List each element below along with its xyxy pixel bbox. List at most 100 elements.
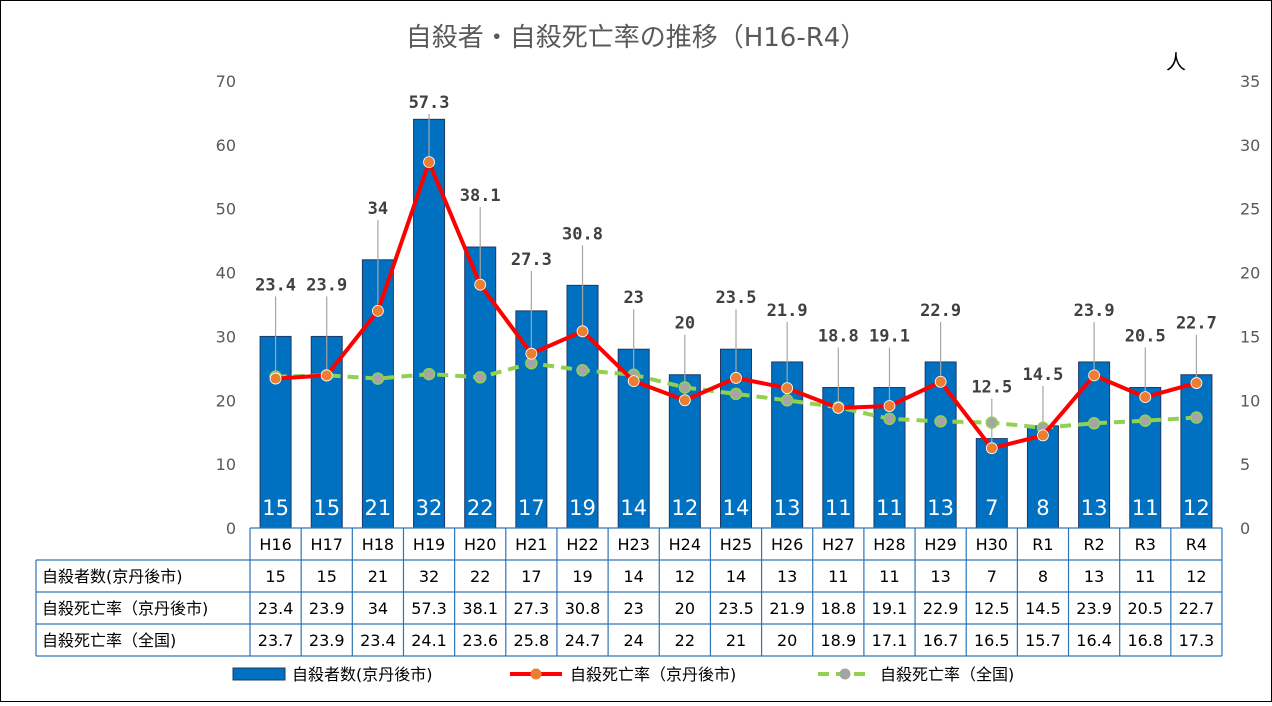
table-cell: 7 (987, 567, 997, 586)
bar-value-label: 22 (467, 496, 494, 520)
table-cell: 30.8 (565, 599, 601, 618)
national-rate-point (883, 412, 896, 426)
right-tick-label: 35 (1240, 72, 1260, 91)
right-axis-unit: 人 (1166, 50, 1186, 74)
bar-value-label: 14 (723, 496, 750, 520)
city-rate-point (269, 372, 282, 385)
left-axis: 0 10 20 30 40 50 60 70 (216, 72, 236, 538)
legend: 自殺者数(京丹後市) 自殺死亡率（京丹後市) 自殺死亡率（全国) (232, 665, 1014, 684)
table-cell: 23.7 (258, 631, 294, 650)
right-tick-label: 30 (1240, 136, 1260, 155)
category-label: H29 (924, 535, 956, 554)
rate-data-label: 14.5 (1022, 365, 1063, 385)
table-cell: 16.4 (1076, 631, 1112, 650)
national-rate-point (1139, 414, 1152, 427)
category-label: H26 (771, 535, 803, 554)
national-rate-point (729, 387, 743, 401)
table-cell: 23.4 (258, 599, 294, 618)
category-label: H20 (464, 535, 496, 554)
bar-value-label: 21 (365, 496, 392, 520)
table-cell: 22.7 (1179, 599, 1215, 618)
left-tick-label: 0 (226, 519, 236, 538)
city-rate-series (269, 156, 1203, 455)
national-rate-point (576, 364, 589, 377)
national-rate-point (934, 415, 947, 428)
bar-value-label: 19 (569, 496, 596, 520)
data-labels: 23.4 23.9 34 57.3 38.1 27.3 30.8 23 20 23.5 21.9 18… (255, 93, 1217, 398)
label-leader-lines (274, 114, 1198, 449)
right-tick-label: 25 (1240, 200, 1260, 219)
table-cell: 20.5 (1127, 599, 1163, 618)
table-cell: 24.1 (411, 631, 447, 650)
category-label: H27 (822, 535, 854, 554)
national-rate-point (985, 416, 999, 429)
left-tick-label: 10 (216, 455, 236, 474)
city-rate-point (781, 382, 794, 395)
right-tick-label: 0 (1240, 519, 1250, 538)
table-cell: 24.7 (565, 631, 601, 650)
national-rate-point (473, 371, 487, 384)
chart-title: 自殺者・自殺死亡率の推移（H16-R4） (406, 23, 867, 53)
category-label: R2 (1083, 535, 1104, 554)
legend-label: 自殺者数(京丹後市) (292, 665, 433, 684)
city-rate-point (883, 400, 896, 412)
bar-value-label: 13 (927, 496, 954, 520)
rate-data-label: 34 (368, 199, 388, 219)
table-cell: 23.4 (360, 631, 396, 650)
legend-label: 自殺死亡率（京丹後市) (570, 665, 736, 684)
legend-label: 自殺死亡率（全国) (880, 665, 1014, 684)
table-cell: 17.1 (872, 631, 908, 650)
national-rate-point (1087, 417, 1101, 430)
bar (1129, 387, 1162, 529)
city-rate-point (678, 394, 691, 407)
table-cell: 14 (624, 567, 644, 586)
city-rate-point (730, 372, 742, 384)
table-cell: 14.5 (1025, 599, 1061, 618)
category-label: R1 (1032, 535, 1053, 554)
national-rate-point (780, 394, 794, 407)
table-cell: 24 (624, 631, 644, 650)
table-cell: 11 (879, 567, 899, 586)
right-tick-label: 15 (1240, 327, 1260, 346)
table-cell: 11 (1135, 567, 1155, 586)
category-label: R3 (1135, 535, 1156, 554)
category-label: R4 (1186, 535, 1207, 554)
table-row-label: 自殺死亡率（全国) (42, 631, 176, 650)
category-label: H25 (720, 535, 752, 554)
bar-value-label: 8 (1036, 496, 1049, 520)
category-label: H16 (259, 535, 291, 554)
city-rate-point (934, 375, 947, 388)
city-rate-point (1088, 369, 1101, 382)
table-cell: 22 (470, 567, 490, 586)
table-cell: 15.7 (1025, 631, 1061, 650)
table-cell: 19.1 (872, 599, 908, 618)
bar-value-label: 17 (518, 496, 545, 520)
rate-data-label: 57.3 (409, 93, 450, 113)
bar-value-label: 12 (1183, 496, 1210, 520)
rate-data-label: 23.9 (306, 275, 347, 295)
category-label: H17 (311, 535, 343, 554)
category-label: H18 (362, 535, 394, 554)
bar-value-label: 11 (825, 496, 852, 520)
table-cell: 38.1 (462, 599, 498, 618)
table-cell: 23.9 (1076, 599, 1112, 618)
national-rate-point (1190, 411, 1203, 424)
table-cell: 23 (624, 599, 644, 618)
left-tick-label: 60 (216, 136, 236, 155)
city-rate-point (985, 442, 998, 455)
table-cell: 20 (675, 599, 695, 618)
left-tick-label: 50 (216, 200, 236, 219)
rate-data-label: 22.9 (920, 301, 961, 321)
city-rate-point (371, 304, 384, 317)
city-rate-point (627, 375, 640, 388)
rate-data-label: 20.5 (1125, 327, 1166, 347)
category-label: H22 (566, 535, 598, 554)
bar (413, 118, 446, 529)
table-cell: 23.6 (462, 631, 498, 650)
table-cell: 20 (777, 631, 797, 650)
rate-data-label: 38.1 (460, 186, 501, 206)
bar-value-label: 15 (262, 496, 289, 520)
bar-value-label: 13 (1081, 496, 1108, 520)
category-label: H23 (617, 535, 649, 554)
